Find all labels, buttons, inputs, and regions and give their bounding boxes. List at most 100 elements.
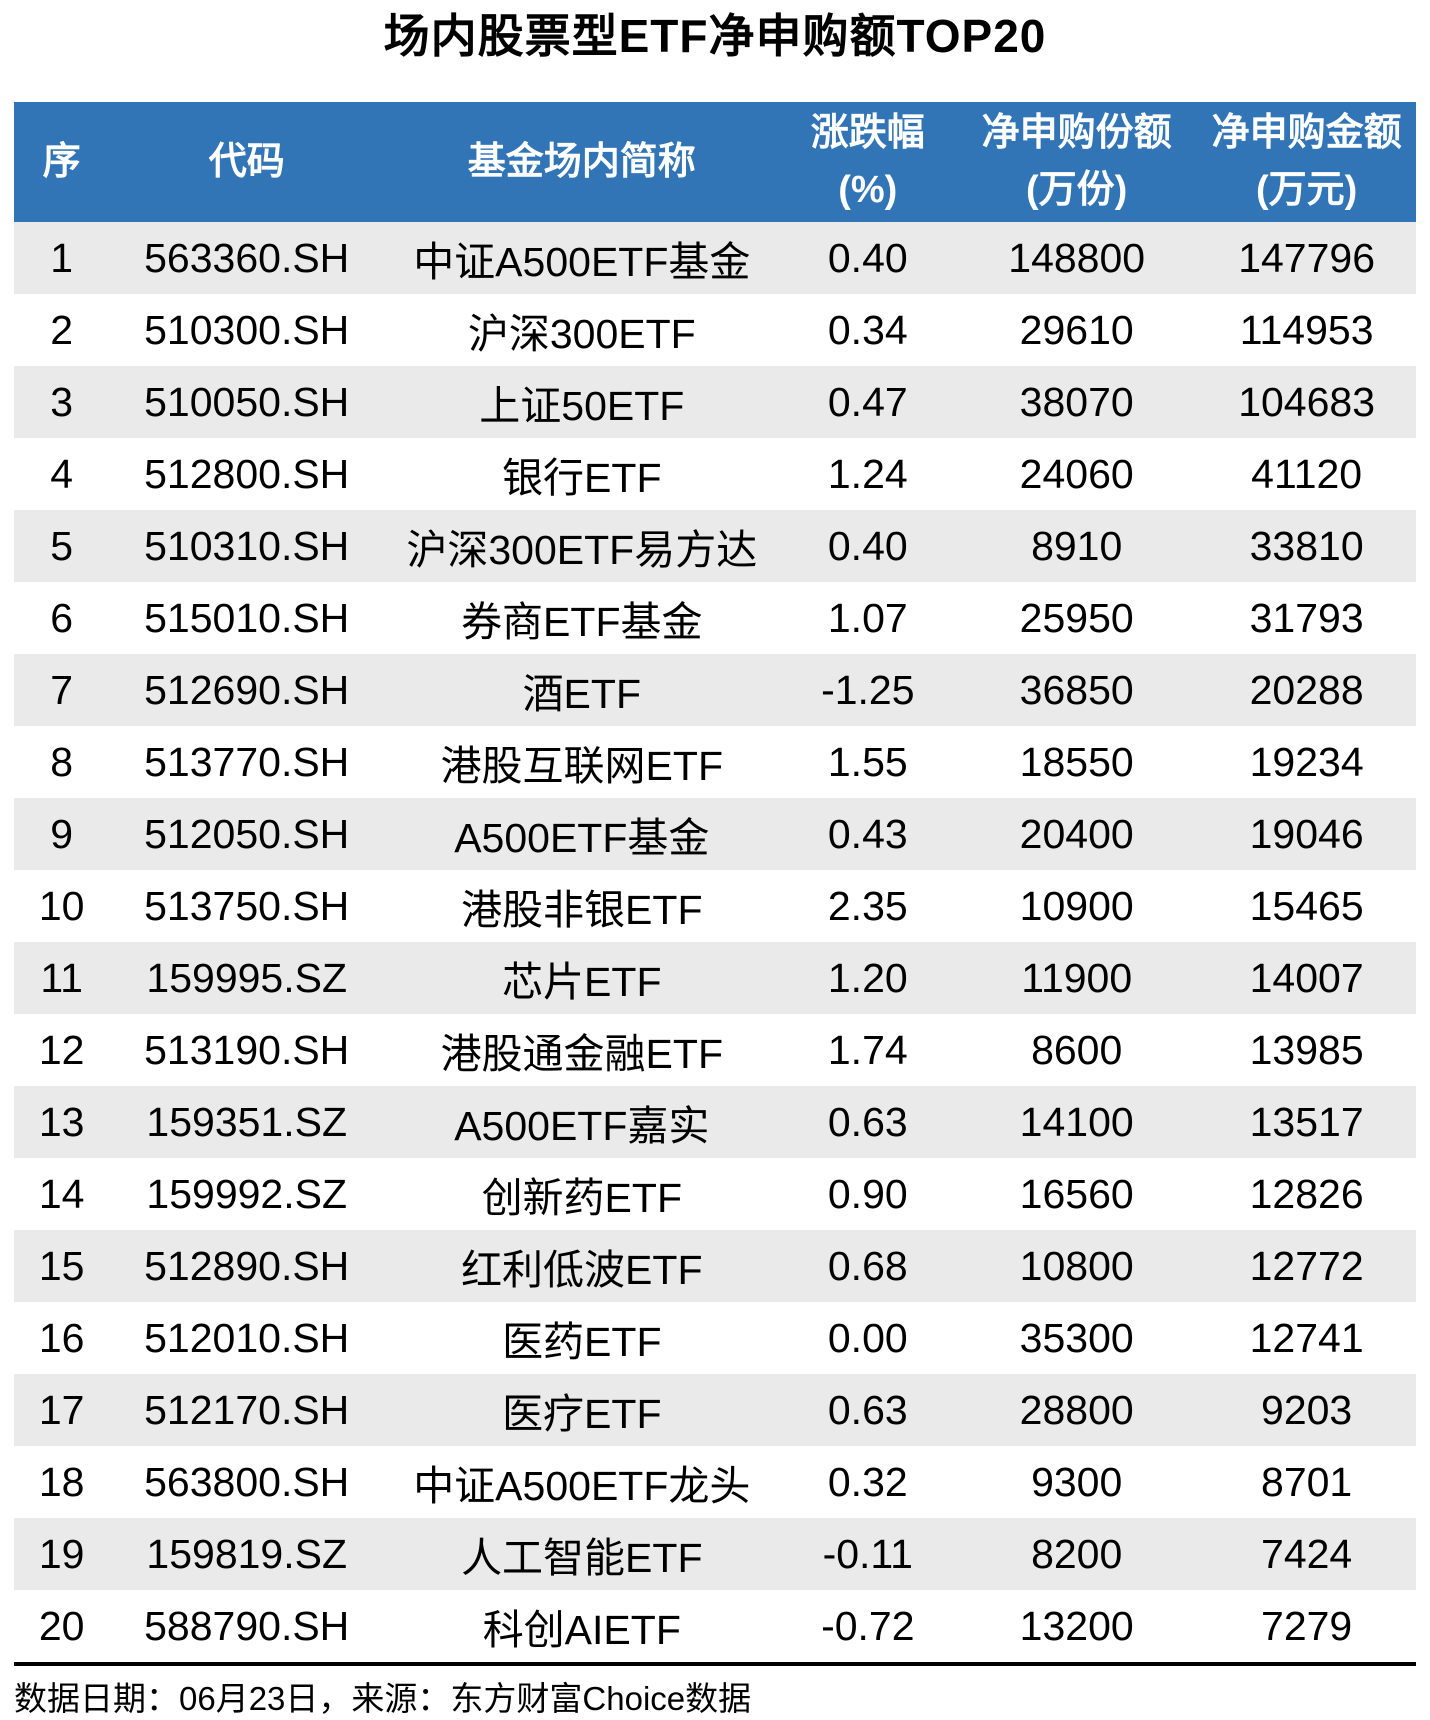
cell-no: 13 xyxy=(14,1086,110,1158)
cell-no: 19 xyxy=(14,1518,110,1590)
cell-amount: 19046 xyxy=(1197,798,1416,870)
cell-amount: 12741 xyxy=(1197,1302,1416,1374)
cell-shares: 10800 xyxy=(956,1230,1198,1302)
cell-name: 科创AIETF xyxy=(384,1590,780,1662)
cell-shares: 11900 xyxy=(956,942,1198,1014)
cell-name: 上证50ETF xyxy=(384,366,780,438)
cell-name: 港股通金融ETF xyxy=(384,1014,780,1086)
cell-no: 11 xyxy=(14,942,110,1014)
cell-no: 3 xyxy=(14,366,110,438)
cell-amount: 20288 xyxy=(1197,654,1416,726)
cell-shares: 28800 xyxy=(956,1374,1198,1446)
column-header-code-label: 代码 xyxy=(208,140,285,183)
cell-no: 12 xyxy=(14,1014,110,1086)
cell-change: 0.32 xyxy=(779,1446,957,1518)
cell-amount: 14007 xyxy=(1197,942,1416,1014)
table-row: 1 563360.SH 中证A500ETF基金 0.40 148800 147796 xyxy=(14,222,1416,294)
column-header-shares-unit: (万份) xyxy=(1026,169,1128,211)
cell-amount: 7279 xyxy=(1197,1590,1416,1662)
cell-name: 芯片ETF xyxy=(384,942,780,1014)
cell-no: 1 xyxy=(14,222,110,294)
cell-shares: 16560 xyxy=(956,1158,1198,1230)
cell-name: A500ETF嘉实 xyxy=(384,1086,780,1158)
cell-no: 9 xyxy=(14,798,110,870)
cell-no: 17 xyxy=(14,1374,110,1446)
cell-no: 10 xyxy=(14,870,110,942)
cell-code: 513770.SH xyxy=(109,726,385,798)
cell-code: 512890.SH xyxy=(109,1230,385,1302)
column-header-code: 代码 xyxy=(109,102,385,222)
cell-change: 0.63 xyxy=(779,1374,957,1446)
table-body: 1 563360.SH 中证A500ETF基金 0.40 148800 147796 2 51… xyxy=(14,222,1416,1662)
table-row: 8 513770.SH 港股互联网ETF 1.55 18550 19234 xyxy=(14,726,1416,798)
column-header-no: 序 xyxy=(14,102,110,222)
table-row: 15 512890.SH 红利低波ETF 0.68 10800 12772 xyxy=(14,1230,1416,1302)
column-header-shares: 净申购份额 (万份) xyxy=(956,102,1198,222)
cell-name: 酒ETF xyxy=(384,654,780,726)
column-header-amount: 净申购金额 (万元) xyxy=(1197,102,1416,222)
cell-change: 0.90 xyxy=(779,1158,957,1230)
data-source-note: 数据日期：06月23日，来源：东方财富Choice数据 xyxy=(14,1680,752,1717)
cell-shares: 18550 xyxy=(956,726,1198,798)
cell-amount: 19234 xyxy=(1197,726,1416,798)
cell-name: 银行ETF xyxy=(384,438,780,510)
table-row: 9 512050.SH A500ETF基金 0.43 20400 19046 xyxy=(14,798,1416,870)
cell-shares: 38070 xyxy=(956,366,1198,438)
column-header-change-label: 涨跌幅 xyxy=(810,112,925,154)
cell-code: 512170.SH xyxy=(109,1374,385,1446)
cell-change: 1.07 xyxy=(779,582,957,654)
column-header-amount-unit: (万元) xyxy=(1255,169,1358,211)
cell-shares: 13200 xyxy=(956,1590,1198,1662)
page-title: 场内股票型ETF净申购额TOP20 xyxy=(383,10,1047,62)
column-header-name-label: 基金场内简称 xyxy=(467,140,696,183)
column-header-change-unit: (%) xyxy=(838,169,898,211)
cell-code: 510050.SH xyxy=(109,366,385,438)
cell-shares: 10900 xyxy=(956,870,1198,942)
etf-table: 序 代码 基金场内简称 涨跌幅 (%) 净申购份额 (万份) 净申购金额 (万元) xyxy=(14,102,1416,1662)
cell-name: 中证A500ETF龙头 xyxy=(384,1446,780,1518)
cell-code: 513190.SH xyxy=(109,1014,385,1086)
table-row: 19 159819.SZ 人工智能ETF -0.11 8200 7424 xyxy=(14,1518,1416,1590)
cell-amount: 13985 xyxy=(1197,1014,1416,1086)
cell-shares: 20400 xyxy=(956,798,1198,870)
table-row: 18 563800.SH 中证A500ETF龙头 0.32 9300 8701 xyxy=(14,1446,1416,1518)
cell-name: 医药ETF xyxy=(384,1302,780,1374)
cell-amount: 8701 xyxy=(1197,1446,1416,1518)
cell-name: A500ETF基金 xyxy=(384,798,780,870)
cell-shares: 35300 xyxy=(956,1302,1198,1374)
table-row: 5 510310.SH 沪深300ETF易方达 0.40 8910 33810 xyxy=(14,510,1416,582)
cell-amount: 15465 xyxy=(1197,870,1416,942)
cell-change: 0.40 xyxy=(779,222,957,294)
cell-amount: 31793 xyxy=(1197,582,1416,654)
cell-change: 2.35 xyxy=(779,870,957,942)
cell-change: 1.55 xyxy=(779,726,957,798)
cell-name: 人工智能ETF xyxy=(384,1518,780,1590)
column-header-no-label: 序 xyxy=(42,140,81,183)
cell-change: -0.72 xyxy=(779,1590,957,1662)
cell-change: 1.24 xyxy=(779,438,957,510)
cell-amount: 12826 xyxy=(1197,1158,1416,1230)
cell-code: 510300.SH xyxy=(109,294,385,366)
cell-name: 创新药ETF xyxy=(384,1158,780,1230)
cell-code: 563800.SH xyxy=(109,1446,385,1518)
cell-amount: 12772 xyxy=(1197,1230,1416,1302)
cell-shares: 8600 xyxy=(956,1014,1198,1086)
cell-shares: 29610 xyxy=(956,294,1198,366)
table-row: 13 159351.SZ A500ETF嘉实 0.63 14100 13517 xyxy=(14,1086,1416,1158)
table-row: 6 515010.SH 券商ETF基金 1.07 25950 31793 xyxy=(14,582,1416,654)
cell-no: 15 xyxy=(14,1230,110,1302)
cell-amount: 7424 xyxy=(1197,1518,1416,1590)
cell-amount: 147796 xyxy=(1197,222,1416,294)
cell-name: 沪深300ETF易方达 xyxy=(384,510,780,582)
cell-no: 4 xyxy=(14,438,110,510)
cell-shares: 25950 xyxy=(956,582,1198,654)
cell-no: 18 xyxy=(14,1446,110,1518)
cell-no: 16 xyxy=(14,1302,110,1374)
table-row: 2 510300.SH 沪深300ETF 0.34 29610 114953 xyxy=(14,294,1416,366)
table-row: 17 512170.SH 医疗ETF 0.63 28800 9203 xyxy=(14,1374,1416,1446)
cell-shares: 8200 xyxy=(956,1518,1198,1590)
table-row: 20 588790.SH 科创AIETF -0.72 13200 7279 xyxy=(14,1590,1416,1662)
cell-name: 港股互联网ETF xyxy=(384,726,780,798)
cell-name: 红利低波ETF xyxy=(384,1230,780,1302)
table-row: 11 159995.SZ 芯片ETF 1.20 11900 14007 xyxy=(14,942,1416,1014)
